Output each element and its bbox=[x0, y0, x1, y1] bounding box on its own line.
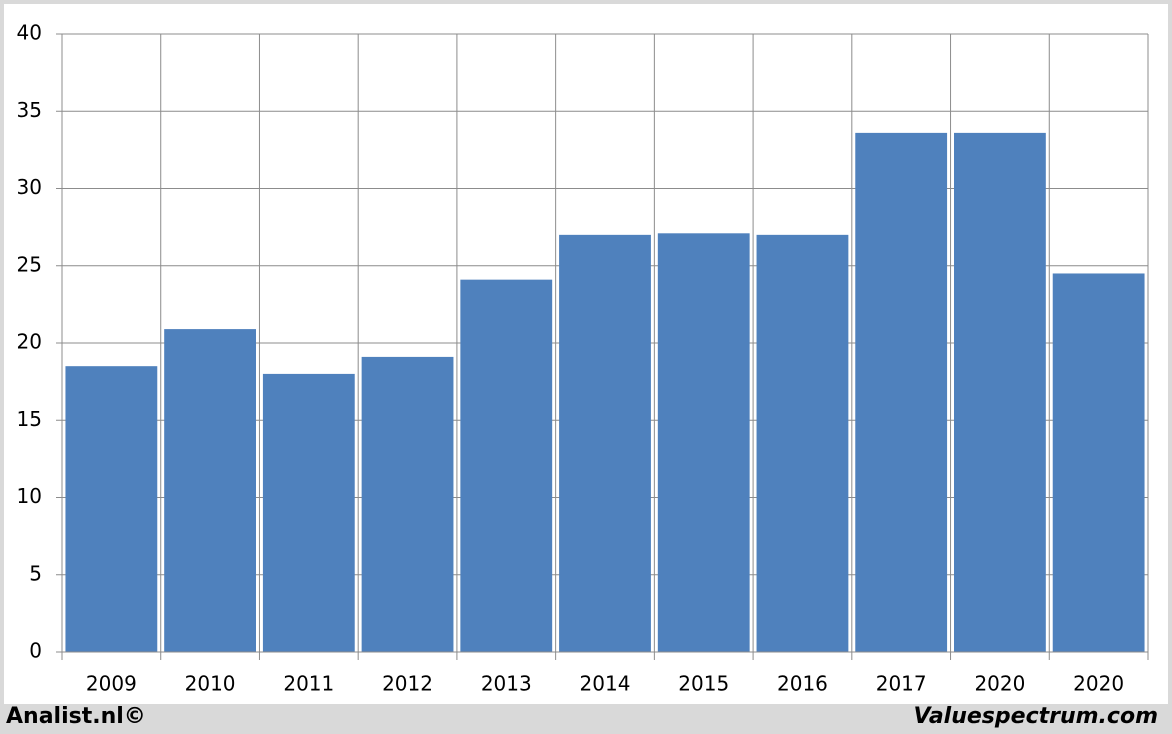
bar bbox=[262, 373, 355, 652]
x-tick-label: 2016 bbox=[777, 672, 828, 696]
x-tick-label: 2010 bbox=[185, 672, 236, 696]
x-tick-label: 2020 bbox=[974, 672, 1025, 696]
bar bbox=[559, 234, 651, 652]
x-tick-label: 2009 bbox=[86, 672, 137, 696]
bar bbox=[164, 329, 256, 652]
y-tick-label: 5 bbox=[29, 561, 42, 585]
x-tick-label: 2013 bbox=[481, 672, 532, 696]
x-tick-label: 2014 bbox=[580, 672, 631, 696]
bar bbox=[1052, 273, 1145, 652]
y-tick-label: 30 bbox=[17, 175, 42, 199]
bar bbox=[657, 233, 750, 652]
y-tick-label: 20 bbox=[17, 330, 42, 354]
x-tick-label: 2012 bbox=[382, 672, 433, 696]
footer-right: Valuespectrum.com bbox=[914, 704, 1158, 729]
y-tick-label: 15 bbox=[17, 407, 42, 431]
x-tick-label: 2011 bbox=[283, 672, 334, 696]
footer-left: Analist.nl© bbox=[6, 704, 146, 729]
bar bbox=[954, 132, 1046, 652]
bar bbox=[756, 234, 849, 652]
y-tick-label: 35 bbox=[17, 98, 42, 122]
x-tick-label: 2020 bbox=[1073, 672, 1124, 696]
x-tick-label: 2017 bbox=[876, 672, 927, 696]
y-tick-label: 0 bbox=[29, 639, 42, 663]
y-tick-label: 10 bbox=[17, 484, 42, 508]
x-tick-label: 2015 bbox=[678, 672, 729, 696]
bar bbox=[361, 356, 454, 652]
bar bbox=[855, 132, 948, 652]
bar bbox=[65, 366, 158, 652]
y-tick-label: 25 bbox=[17, 252, 42, 276]
y-tick-label: 40 bbox=[17, 21, 42, 45]
bar bbox=[460, 279, 553, 652]
